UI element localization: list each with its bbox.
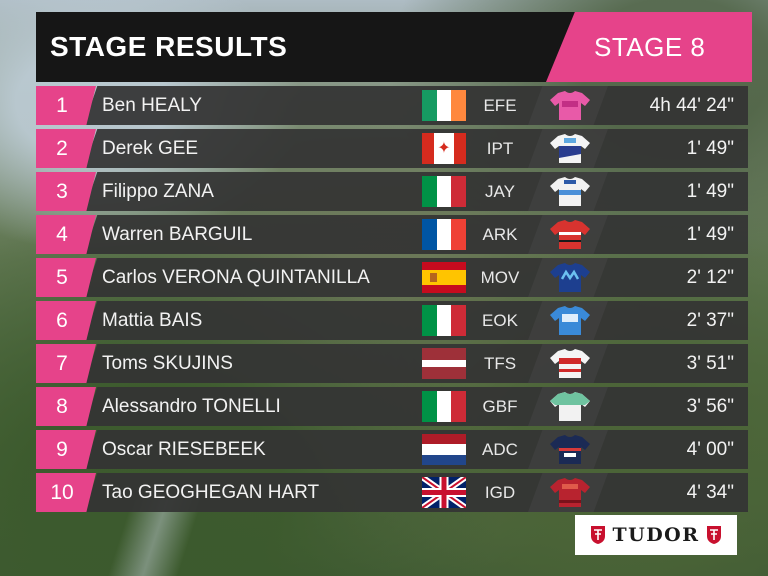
finish-time: 3' 56" [686, 396, 734, 417]
rider-name: Toms SKUJINS [102, 353, 233, 374]
rider-name: Mattia BAIS [102, 310, 203, 331]
rider-name: Filippo ZANA [102, 181, 214, 202]
result-row: 9 Oscar RIESEBEEK ADC 4' 00" [36, 430, 748, 469]
team-code: JAY [485, 182, 515, 201]
position-badge: 6 [36, 301, 96, 340]
ireland-flag-icon [422, 90, 466, 121]
italy-flag-icon [422, 305, 466, 336]
row-bar [84, 129, 748, 168]
finish-time: 4' 34" [686, 482, 734, 503]
finish-time: 2' 37" [686, 310, 734, 331]
result-row: 8 Alessandro TONELLI GBF 3' 56" [36, 387, 748, 426]
movistar-jersey-icon [550, 263, 590, 292]
result-row: 1 Ben HEALY EFE 4h 44' 24" [36, 86, 748, 125]
ineos-grenadiers-jersey-icon [550, 478, 590, 507]
trek-segafredo-jersey-icon [550, 349, 590, 378]
team-code: IGD [484, 483, 516, 502]
rider-name: Warren BARGUIL [102, 224, 253, 245]
team-code: EFE [483, 96, 517, 115]
row-bar [84, 301, 748, 340]
team-code: GBF [482, 397, 518, 416]
team-code: ARK [482, 225, 518, 244]
team-code: MOV [480, 268, 520, 287]
spain-flag-icon [422, 262, 466, 293]
row-bar [84, 473, 748, 512]
finish-time: 4h 44' 24" [649, 95, 734, 116]
israel-premier-tech-jersey-icon [550, 134, 590, 163]
row-bar [84, 387, 748, 426]
rider-name: Ben HEALY [102, 95, 202, 116]
row-bar [84, 86, 748, 125]
stage-label: STAGE 8 [594, 32, 706, 62]
rider-name: Tao GEOGHEGAN HART [102, 482, 320, 503]
result-row: 4 Warren BARGUIL ARK 1' 49" [36, 215, 748, 254]
row-bar [84, 258, 748, 297]
arkea-jersey-icon [550, 220, 590, 249]
france-flag-icon [422, 219, 466, 250]
jayco-jersey-icon [550, 177, 590, 206]
position-badge: 2 [36, 129, 96, 168]
result-row: 7 Toms SKUJINS TFS 3' 51" [36, 344, 748, 383]
alpecin-deceuninck-jersey-icon [550, 435, 590, 464]
italy-flag-icon [422, 391, 466, 422]
rider-name: Carlos VERONA QUINTANILLA [102, 267, 370, 288]
position-badge: 8 [36, 387, 96, 426]
finish-time: 1' 49" [686, 181, 734, 202]
eolo-kometa-jersey-icon [550, 306, 590, 335]
team-code: EOK [482, 311, 518, 330]
result-row: 6 Mattia BAIS EOK 2' 37" [36, 301, 748, 340]
stage-tab: STAGE 8 [546, 12, 752, 82]
rider-name: Alessandro TONELLI [102, 396, 281, 417]
results-list: 1 Ben HEALY EFE 4h 44' 24" 2 Derek GEE ✦… [36, 86, 748, 516]
netherlands-flag-icon [422, 434, 466, 465]
result-row: 5 Carlos VERONA QUINTANILLA MOV 2' 12" [36, 258, 748, 297]
result-row: 10 Tao GEOGHEGAN HART IGD 4' 34" [36, 473, 748, 512]
result-row: 2 Derek GEE ✦ IPT 1' 49" [36, 129, 748, 168]
rider-name: Derek GEE [102, 138, 199, 159]
row-bar [84, 172, 748, 211]
tudor-shield-icon [591, 526, 606, 544]
results-header: STAGE RESULTS STAGE 8 [36, 12, 752, 82]
position-badge: 3 [36, 172, 96, 211]
result-row: 3 Filippo ZANA JAY 1' 49" [36, 172, 748, 211]
latvia-flag-icon [422, 348, 466, 379]
finish-time: 1' 49" [686, 138, 734, 159]
position-badge: 9 [36, 430, 96, 469]
position-badge: 10 [36, 473, 96, 512]
rider-name: Oscar RIESEBEEK [102, 439, 266, 460]
team-code: ADC [482, 440, 518, 459]
header-bar: STAGE RESULTS [36, 12, 596, 82]
position-badge: 5 [36, 258, 96, 297]
sponsor-logo: TUDOR [575, 515, 737, 555]
position-badge: 4 [36, 215, 96, 254]
finish-time: 2' 12" [686, 267, 734, 288]
green-project-jersey-icon [550, 392, 590, 421]
team-code: IPT [486, 139, 514, 158]
team-code: TFS [483, 354, 517, 373]
canada-flag-icon: ✦ [422, 133, 466, 164]
sponsor-name: TUDOR [612, 524, 700, 546]
finish-time: 1' 49" [686, 224, 734, 245]
tudor-shield-icon [706, 526, 721, 544]
row-bar [84, 215, 748, 254]
united-kingdom-flag-icon [422, 477, 466, 508]
position-badge: 7 [36, 344, 96, 383]
finish-time: 3' 51" [686, 353, 734, 374]
row-bar [84, 344, 748, 383]
page-title: STAGE RESULTS [50, 31, 288, 62]
finish-time: 4' 00" [686, 439, 734, 460]
pink-leader-jersey-icon [550, 91, 590, 120]
row-bar [84, 430, 748, 469]
position-badge: 1 [36, 86, 96, 125]
italy-flag-icon [422, 176, 466, 207]
